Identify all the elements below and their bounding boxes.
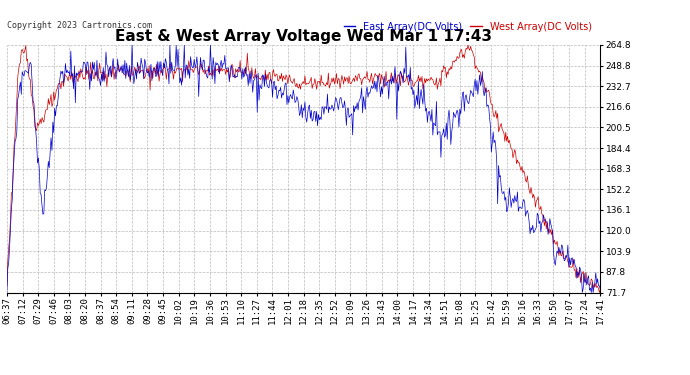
- Legend: East Array(DC Volts), West Array(DC Volts): East Array(DC Volts), West Array(DC Volt…: [340, 18, 595, 36]
- Title: East & West Array Voltage Wed Mar 1 17:43: East & West Array Voltage Wed Mar 1 17:4…: [115, 29, 492, 44]
- Text: Copyright 2023 Cartronics.com: Copyright 2023 Cartronics.com: [7, 21, 152, 30]
